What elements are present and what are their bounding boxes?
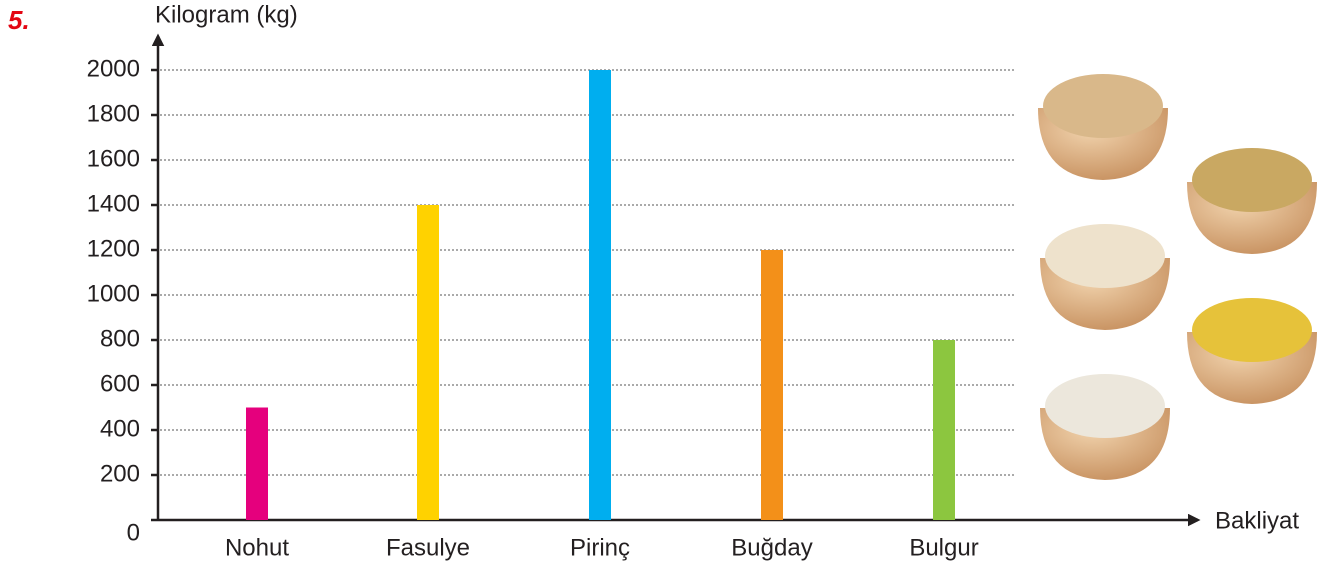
bar	[246, 407, 268, 520]
y-tick-label: 600	[100, 370, 140, 397]
x-tick-label: Pirinç	[570, 534, 630, 561]
x-tick-label: Buğday	[731, 534, 812, 561]
bar	[589, 70, 611, 520]
y-tick-label: 1400	[87, 190, 140, 217]
y-tick-label: 200	[100, 460, 140, 487]
y-tick-label: 400	[100, 415, 140, 442]
x-tick-label: Nohut	[225, 534, 289, 561]
y-tick-label: 0	[127, 519, 140, 546]
bar	[417, 205, 439, 520]
y-tick-label: 1800	[87, 100, 140, 127]
x-tick-label: Bulgur	[909, 534, 978, 561]
y-tick-label: 1200	[87, 235, 140, 262]
bar	[761, 250, 783, 520]
y-tick-label: 2000	[87, 55, 140, 82]
y-tick-label: 1000	[87, 280, 140, 307]
y-tick-label: 1600	[87, 145, 140, 172]
bar	[933, 340, 955, 520]
y-axis-label: Kilogram (kg)	[155, 1, 298, 28]
y-tick-label: 800	[100, 325, 140, 352]
question-number: 5.	[8, 5, 30, 35]
bowls	[1038, 74, 1317, 480]
x-tick-label: Fasulye	[386, 534, 470, 561]
x-axis-label: Bakliyat	[1215, 507, 1299, 534]
